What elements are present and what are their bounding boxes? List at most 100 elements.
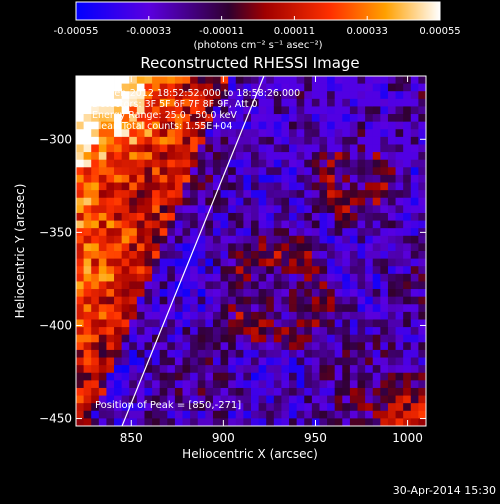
heatmap-cell [220,342,229,351]
heatmap-cell [266,273,275,282]
heatmap-cell [144,83,153,92]
heatmap-cell [311,114,320,123]
heatmap-cell [136,76,145,85]
heatmap-cell [220,334,229,343]
heatmap-cell [281,403,290,412]
heatmap-cell [152,228,161,237]
heatmap-cell [403,311,412,320]
heatmap-cell [159,395,168,404]
heatmap-cell [182,114,191,123]
heatmap-cell [380,159,389,168]
heatmap-cell [159,167,168,176]
heatmap-cell [334,296,343,305]
heatmap-cell [311,281,320,290]
heatmap-cell [251,403,260,412]
heatmap-cell [98,273,107,282]
heatmap-cell [98,182,107,191]
heatmap-cell [258,91,267,100]
heatmap-cell [311,197,320,206]
heatmap-cell [182,197,191,206]
heatmap-cell [228,327,237,336]
heatmap-cell [418,334,426,343]
heatmap-cell [342,266,351,275]
heatmap-cell [190,251,199,260]
heatmap-cell [182,311,191,320]
heatmap-cell [83,174,92,183]
heatmap-cell [327,403,336,412]
heatmap-cell [258,410,267,419]
heatmap-cell [235,98,244,107]
heatmap-cell [91,98,100,107]
heatmap-cell [372,319,381,328]
heatmap-cell [273,243,282,252]
heatmap-cell [182,403,191,412]
heatmap-cell [387,410,396,419]
heatmap-cell [205,220,214,229]
heatmap-cell [349,403,358,412]
heatmap-cell [380,83,389,92]
heatmap-cell [190,220,199,229]
heatmap-cell [365,342,374,351]
heatmap-cell [235,205,244,214]
heatmap-cell [106,365,115,374]
heatmap-cell [235,83,244,92]
heatmap-cell [235,334,244,343]
heatmap-cell [243,365,252,374]
heatmap-cell [372,395,381,404]
heatmap-cell [76,342,85,351]
heatmap-cell [289,296,298,305]
heatmap-cell [387,159,396,168]
heatmap-cell [220,365,229,374]
heatmap-cell [319,182,328,191]
colorbar-bar [75,1,441,21]
heatmap-cell [380,190,389,199]
heatmap-cell [182,144,191,153]
heatmap-cell [319,319,328,328]
heatmap-cell [129,334,138,343]
heatmap-cell [121,114,130,123]
heatmap-cell [380,380,389,389]
heatmap-cell [144,144,153,153]
heatmap-cell [289,152,298,161]
heatmap-cell [197,98,206,107]
heatmap-cell [159,403,168,412]
heatmap-cell [342,273,351,282]
heatmap-cell [235,365,244,374]
heatmap-cell [152,372,161,381]
heatmap-cell [243,91,252,100]
heatmap-cell [349,357,358,366]
heatmap-cell [205,273,214,282]
heatmap-cell [327,129,336,138]
heatmap-cell [410,304,419,313]
heatmap-cell [197,106,206,115]
heatmap-cell [159,258,168,267]
heatmap-cell [129,205,138,214]
heatmap-cell [182,205,191,214]
heatmap-cell [114,174,123,183]
heatmap-cell [380,387,389,396]
heatmap-cell [144,114,153,123]
heatmap-cell [357,349,366,358]
heatmap-cell [76,129,85,138]
heatmap-cell [372,129,381,138]
heatmap-cell [327,205,336,214]
heatmap-cell [387,365,396,374]
heatmap-cell [342,251,351,260]
heatmap-cell [418,418,426,426]
heatmap-cell [387,98,396,107]
heatmap-cell [251,296,260,305]
heatmap-cell [380,304,389,313]
heatmap-cell [243,98,252,107]
heatmap-cell [190,212,199,221]
heatmap-cell [296,365,305,374]
heatmap-cell [357,98,366,107]
heatmap-cell [380,106,389,115]
heatmap-cell [365,144,374,153]
heatmap-cell [387,114,396,123]
heatmap-cell [289,228,298,237]
heatmap-cell [197,220,206,229]
heatmap-cell [144,121,153,130]
heatmap-cell [365,251,374,260]
annotation-detectors: Detectors: 3F 5F 6F 7F 8F 9F, Att 0 [92,99,258,110]
heatmap-cell [311,83,320,92]
